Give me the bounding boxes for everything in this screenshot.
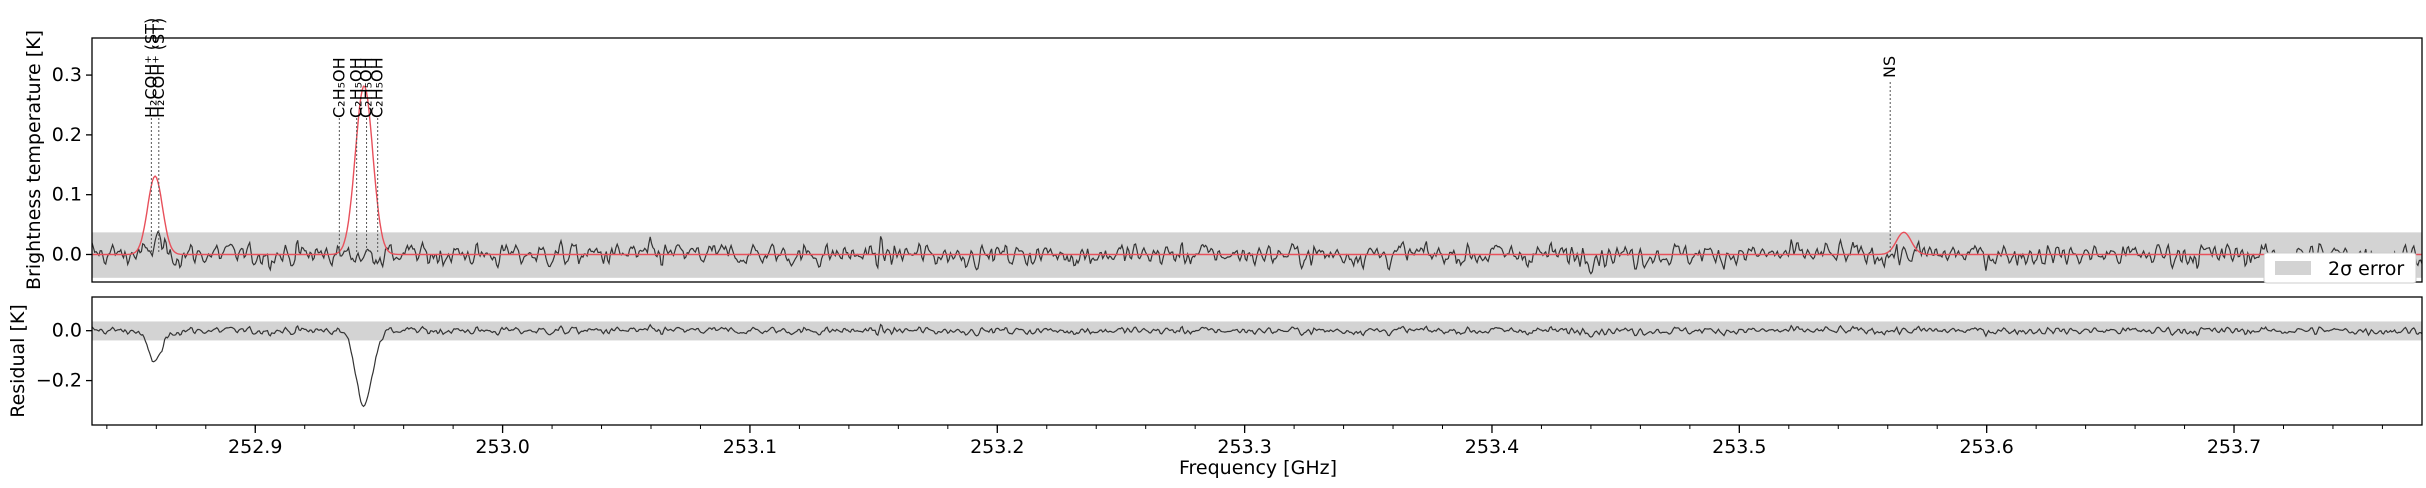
top-y-tick-label-0: 0.0 (52, 243, 82, 265)
legend-swatch (2275, 261, 2311, 275)
x-tick-label-2: 253.1 (723, 436, 777, 458)
bottom-y-tick-label-1: −0.2 (36, 370, 82, 392)
line-label-6: NS (1880, 56, 1899, 78)
line-label-4: C₂H₅OH (357, 57, 376, 118)
line-label-1: H₂COH⁺ (ST) (149, 18, 168, 118)
top-y-axis-label: Brightness temperature [K] (23, 30, 45, 290)
x-tick-label-0: 252.9 (228, 436, 282, 458)
top-y-tick-label-1: 0.1 (52, 184, 82, 206)
x-tick-label-3: 253.2 (970, 436, 1024, 458)
bottom-y-tick-label-0: 0.0 (52, 320, 82, 342)
x-tick-label-4: 253.3 (1217, 436, 1271, 458)
top-y-tick-label-2: 0.2 (52, 124, 82, 146)
x-axis-label: Frequency [GHz] (1179, 457, 1337, 479)
x-tick-label-1: 253.0 (475, 436, 529, 458)
bottom-y-axis-label: Residual [K] (7, 304, 29, 418)
top-axes-frame (91, 37, 2423, 283)
residual-line (91, 323, 2423, 408)
bottom-axes-frame (91, 296, 2423, 426)
top-y-tick-label-3: 0.3 (52, 64, 82, 86)
x-tick-label-6: 253.5 (1712, 436, 1766, 458)
x-tick-label-7: 253.6 (1959, 436, 2013, 458)
legend-label: 2σ error (2328, 258, 2404, 280)
x-tick-label-8: 253.7 (2207, 436, 2261, 458)
residual-panel: 0.0 −0.2 (36, 296, 2423, 426)
top-panel: H₂COH⁺ (ST)H₂COH⁺ (ST) C₂H₅OHC₂H₅OHC₂H₅OH… (52, 18, 2423, 283)
legend: 2σ error (2263, 252, 2417, 284)
line-label-5: C₂H₅OH (368, 57, 387, 118)
legend-box (2263, 252, 2417, 284)
x-tick-label-5: 253.4 (1465, 436, 1519, 458)
line-label-0: H₂COH⁺ (ST) (141, 18, 160, 118)
line-label-2: C₂H₅OH (329, 57, 348, 118)
x-axis: 252.9 253.0 253.1 253.2 253.3 253.4 253.5 253.6… (106, 425, 2383, 458)
observed-spectrum-line (91, 230, 2423, 275)
line-label-3: C₂H₅OH (347, 57, 366, 118)
model-spectrum-line (92, 85, 2422, 256)
